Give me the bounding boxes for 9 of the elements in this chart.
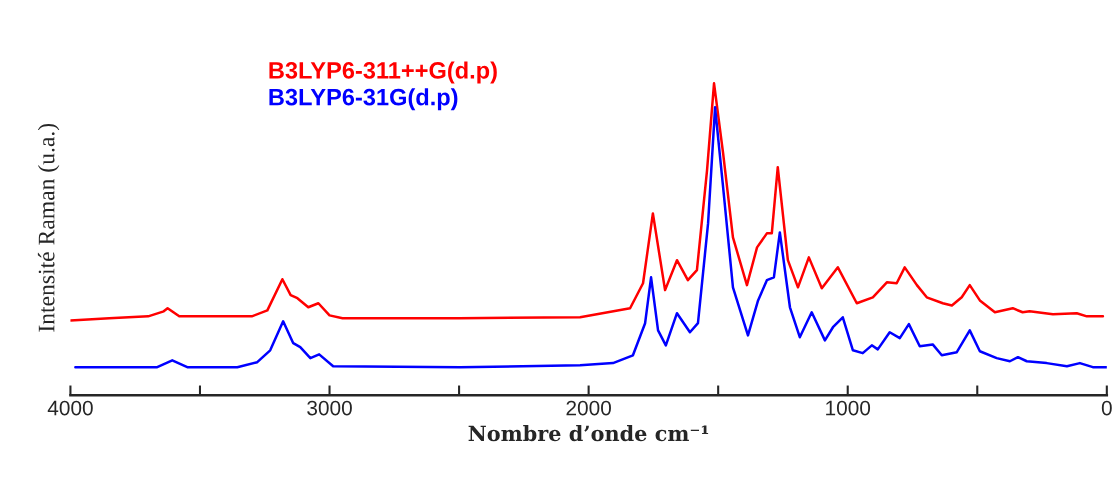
- x-tick-label: 2000: [566, 400, 611, 416]
- y-axis-title: Intensité Raman (u.a.): [37, 123, 60, 332]
- x-tick-label: 4000: [47, 400, 93, 416]
- x-axis-title: Nombre d’onde cm⁻¹: [468, 425, 709, 442]
- text: B3LYP6-31G(d.p): [269, 88, 458, 111]
- x-tick-label: 3000: [307, 400, 352, 416]
- text: B3LYP6-311++G(d.p): [269, 61, 497, 84]
- x-tick-label: 0: [1101, 400, 1112, 416]
- x-tick-label: 1000: [826, 400, 871, 416]
